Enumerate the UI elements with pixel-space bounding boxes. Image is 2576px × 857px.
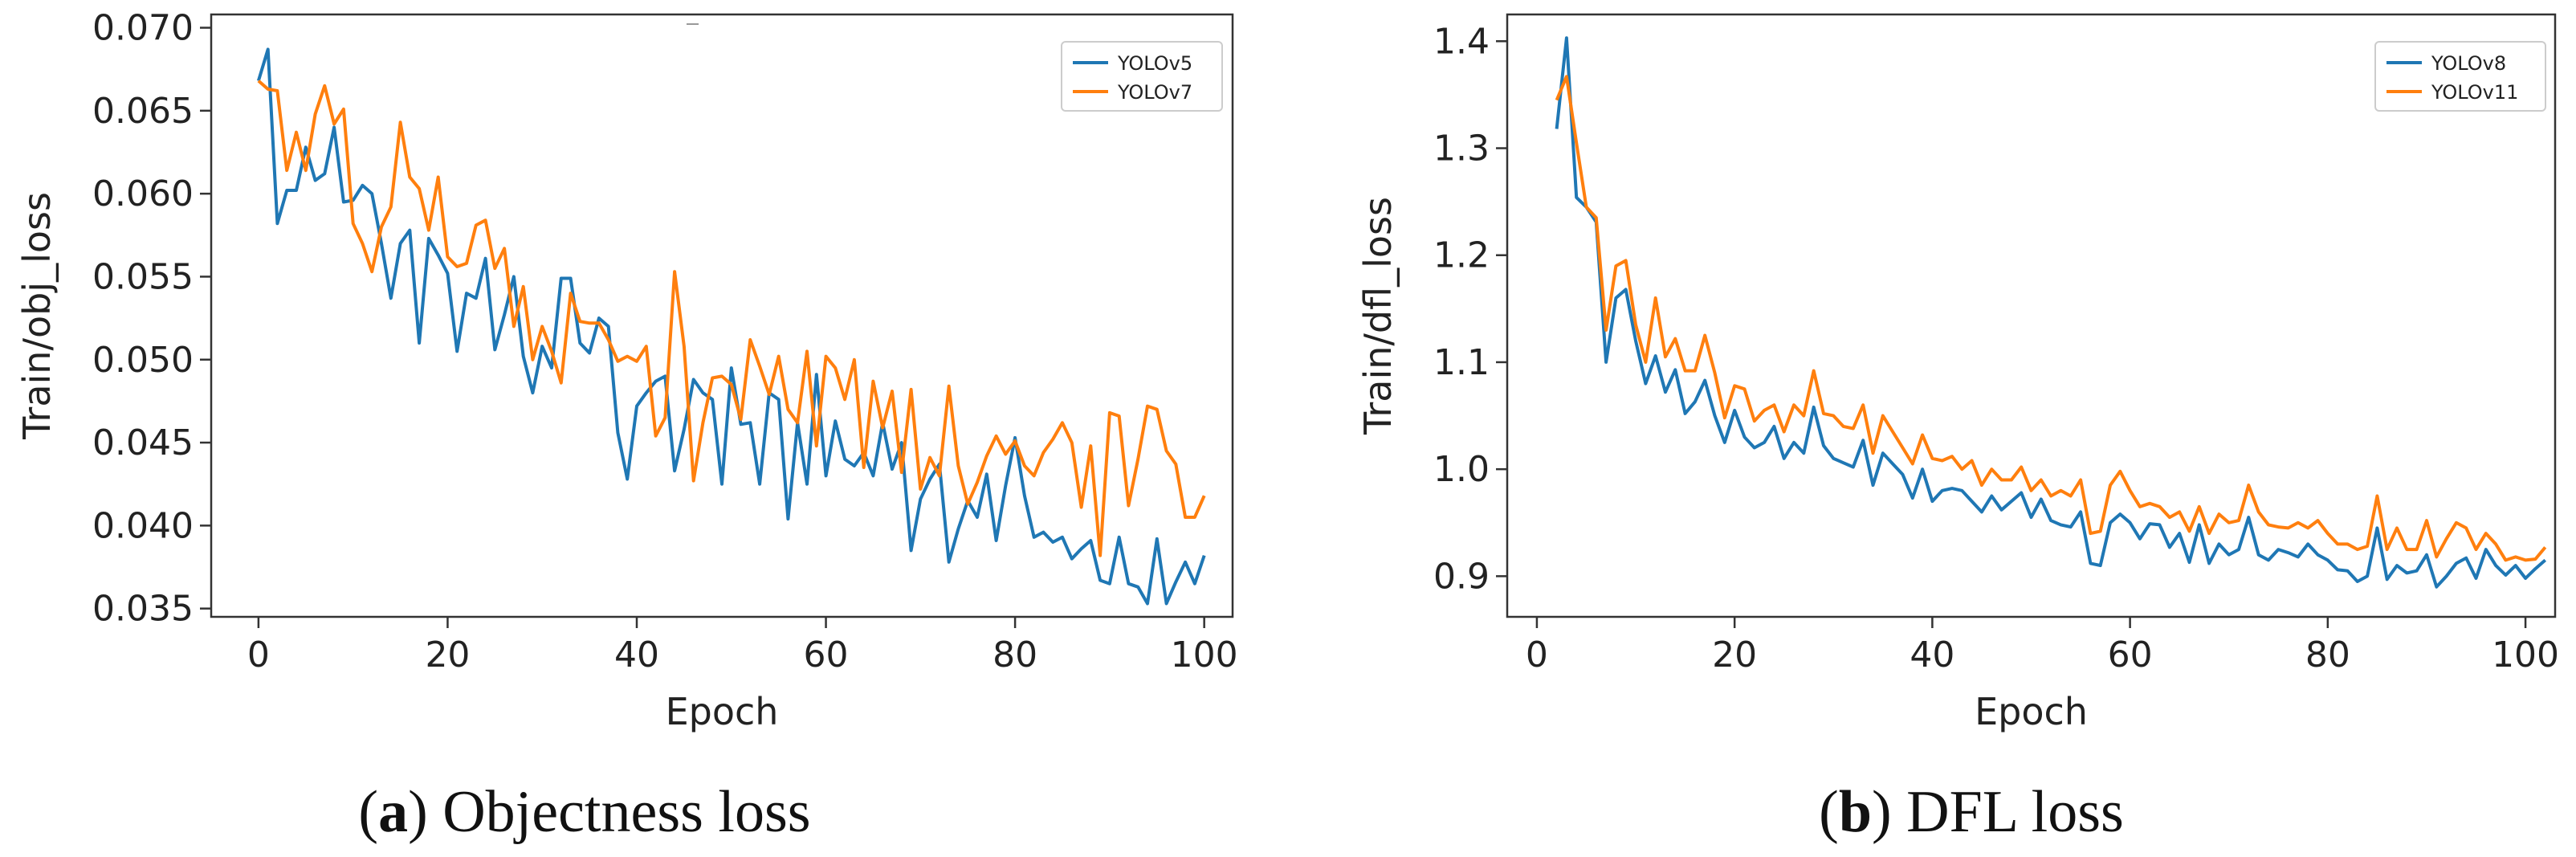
x-tick-label: 80 bbox=[992, 635, 1037, 675]
y-tick-label: 0.070 bbox=[92, 8, 194, 49]
x-tick-label: 100 bbox=[2492, 635, 2559, 675]
chart-objectness-loss: 0 20 40 60 80 100 0.035 0.040 0.045 0.050 0.055 0.0… bbox=[15, 8, 1238, 733]
y-tick-label: 0.040 bbox=[92, 505, 194, 546]
series-line-yolov7 bbox=[257, 80, 1206, 557]
x-tick-label: 40 bbox=[1910, 635, 1954, 675]
y-tick-label: 1.3 bbox=[1433, 129, 1490, 169]
series-line-yolov5 bbox=[256, 47, 1206, 606]
y-tick-label: 0.050 bbox=[92, 340, 194, 381]
legend-label: YOLOv8 bbox=[2431, 52, 2506, 75]
x-tick-label: 60 bbox=[2108, 635, 2153, 675]
legend-box bbox=[2374, 41, 2546, 112]
y-axis-label: Train/dfl_loss bbox=[1356, 197, 1400, 435]
y-tick-label: 1.1 bbox=[1433, 342, 1490, 383]
x-tick-label: 100 bbox=[1171, 635, 1238, 675]
legend: YOLOv8 YOLOv11 bbox=[2374, 41, 2546, 112]
caption-a-text: Objectness loss bbox=[442, 779, 810, 845]
y-tick-label: 1.2 bbox=[1433, 235, 1490, 276]
y-tick-label: 0.065 bbox=[92, 91, 194, 132]
plot-frame bbox=[210, 13, 1234, 618]
y-tick-label: 1.4 bbox=[1433, 21, 1490, 62]
y-tick-label: 0.035 bbox=[92, 589, 194, 630]
x-tick-label: 60 bbox=[804, 635, 849, 675]
legend: YOLOv5 YOLOv7 bbox=[1061, 41, 1223, 112]
y-tick-label: 0.060 bbox=[92, 173, 194, 214]
series-line-yolov8 bbox=[1555, 36, 2547, 589]
x-tick-label: 80 bbox=[2305, 635, 2350, 675]
x-tick-label: 0 bbox=[247, 635, 270, 675]
x-axis-label: Epoch bbox=[1975, 690, 2088, 733]
series-line-yolov11 bbox=[1555, 75, 2547, 562]
y-axis-label: Train/obj_loss bbox=[15, 192, 59, 440]
x-axis-label: Epoch bbox=[666, 690, 779, 733]
y-tick-label: 0.055 bbox=[92, 256, 194, 297]
caption-b-text: DFL loss bbox=[1906, 779, 2124, 845]
caption-a-letter: a bbox=[378, 779, 408, 845]
legend-label: YOLOv11 bbox=[2431, 81, 2518, 104]
legend-label: YOLOv5 bbox=[1117, 52, 1192, 75]
x-tick-label: 20 bbox=[425, 635, 470, 675]
y-tick-label: 1.0 bbox=[1433, 449, 1490, 490]
x-tick-label: 0 bbox=[1526, 635, 1548, 675]
caption-a: (a) Objectness loss bbox=[358, 779, 810, 845]
y-tick-label: 0.045 bbox=[92, 422, 194, 463]
x-tick-label: 20 bbox=[1712, 635, 1757, 675]
legend-box bbox=[1061, 41, 1223, 112]
plot-frame bbox=[1506, 13, 2557, 618]
chart-dfl-loss: 0 20 40 60 80 100 0.9 1.0 1.1 1.2 1.3 1.4 Epoch Train… bbox=[1356, 13, 2559, 733]
legend-label: YOLOv7 bbox=[1117, 81, 1192, 104]
caption-b-letter: b bbox=[1839, 779, 1872, 845]
y-tick-label: 0.9 bbox=[1433, 556, 1490, 597]
caption-b: (b) DFL loss bbox=[1819, 779, 2124, 845]
x-tick-label: 40 bbox=[614, 635, 659, 675]
